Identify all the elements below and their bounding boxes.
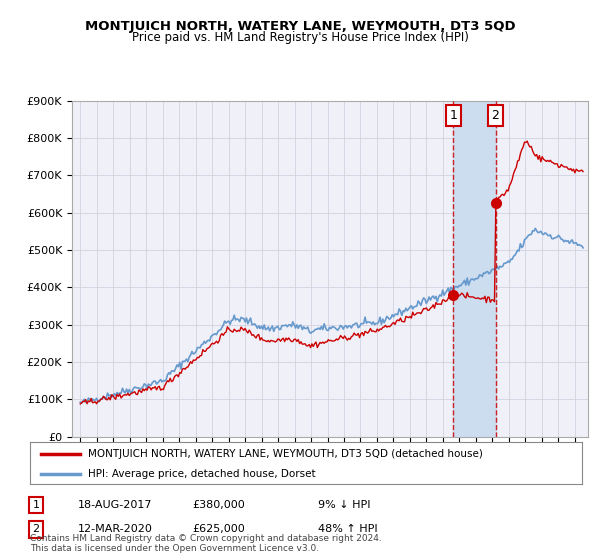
Text: 2: 2 — [32, 524, 40, 534]
Text: 1: 1 — [32, 500, 40, 510]
Text: 18-AUG-2017: 18-AUG-2017 — [78, 500, 152, 510]
Text: 48% ↑ HPI: 48% ↑ HPI — [318, 524, 377, 534]
Text: Price paid vs. HM Land Registry's House Price Index (HPI): Price paid vs. HM Land Registry's House … — [131, 31, 469, 44]
Text: 12-MAR-2020: 12-MAR-2020 — [78, 524, 153, 534]
Text: 2: 2 — [491, 109, 499, 122]
Text: MONTJUICH NORTH, WATERY LANE, WEYMOUTH, DT3 5QD: MONTJUICH NORTH, WATERY LANE, WEYMOUTH, … — [85, 20, 515, 32]
Text: HPI: Average price, detached house, Dorset: HPI: Average price, detached house, Dors… — [88, 469, 316, 479]
Text: MONTJUICH NORTH, WATERY LANE, WEYMOUTH, DT3 5QD (detached house): MONTJUICH NORTH, WATERY LANE, WEYMOUTH, … — [88, 449, 483, 459]
Text: £625,000: £625,000 — [192, 524, 245, 534]
Text: Contains HM Land Registry data © Crown copyright and database right 2024.
This d: Contains HM Land Registry data © Crown c… — [30, 534, 382, 553]
Text: 9% ↓ HPI: 9% ↓ HPI — [318, 500, 371, 510]
Text: 1: 1 — [449, 109, 457, 122]
Text: £380,000: £380,000 — [192, 500, 245, 510]
Bar — [454, 101, 496, 437]
